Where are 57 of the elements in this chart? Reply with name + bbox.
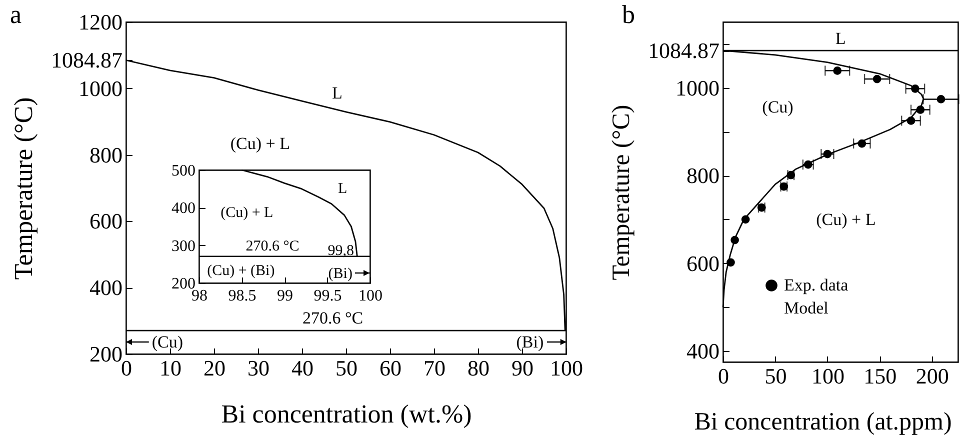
y-tick-label: 600 [90, 208, 122, 234]
y-tick-label: 400 [172, 200, 196, 218]
y-tick-label: 600 [686, 250, 720, 276]
y-tick-label: 500 [172, 162, 196, 180]
x-tick-label: 10 [160, 356, 182, 380]
y-tick-label: 800 [686, 163, 720, 188]
y-axis-title: Temperature (°C) [608, 104, 635, 280]
x-tick-label: 98 [192, 288, 208, 304]
annotation: (Cu) [762, 98, 794, 117]
x-tick-label: 99.5 [314, 288, 342, 304]
x-tick-label: 50 [764, 364, 787, 388]
x-tick-label: 70 [424, 356, 446, 380]
x-tick-label: 30 [248, 356, 270, 380]
ref-line-label: 270.6 °C [302, 308, 364, 328]
annotation: (Bi) [516, 332, 544, 352]
x-axis-title: Bi concentration (at.ppm) [694, 408, 952, 436]
x-tick-label: 150 [864, 364, 897, 388]
y-tick-label: 1084.87 [51, 48, 122, 73]
x-tick-label: 100 [811, 364, 844, 388]
x-tick-label: 200 [916, 364, 949, 388]
x-tick-label: 0 [121, 356, 132, 380]
annotation: L [332, 84, 342, 103]
legend-label: Exp. data [784, 276, 849, 294]
x-tick-label: 0 [718, 364, 729, 388]
x-tick-label: 100 [550, 356, 583, 380]
y-tick-label: 400 [90, 275, 122, 300]
ref-line-label: 270.6 °C [246, 238, 300, 254]
x-tick-label: 99 [277, 288, 293, 304]
x-tick-label: 40 [292, 356, 314, 380]
y-tick-label: 1200 [78, 10, 122, 34]
x-tick-label: 20 [204, 356, 226, 380]
chart-title: b [622, 0, 635, 29]
y-tick-label: 300 [172, 238, 196, 255]
x-tick-label: 100 [358, 288, 382, 304]
annotation: 99,8 [328, 243, 354, 260]
x-tick-label: 60 [380, 356, 402, 380]
text: Model [784, 298, 829, 318]
x-axis-title: Bi concentration (wt.%) [221, 400, 472, 428]
chart-title: a [10, 0, 22, 29]
y-axis-title: Temperature (°C) [9, 97, 38, 280]
y-tick-label: 1084.87 [648, 38, 720, 64]
y-tick-label: 800 [90, 142, 122, 168]
y-tick-label: 1000 [676, 75, 720, 100]
annotation: L [338, 181, 348, 198]
x-tick-label: 98.5 [228, 288, 256, 304]
annotation: (Cu) + L [816, 210, 876, 230]
x-tick-label: 80 [468, 356, 490, 380]
annotation: (Cu) [152, 332, 184, 352]
annotation: (Cu) + (Bi) [207, 263, 275, 280]
annotation: L [835, 29, 846, 48]
y-tick-label: 400 [686, 338, 720, 364]
x-tick-label: 90 [512, 356, 534, 380]
annotation: (Cu) + L [220, 204, 274, 221]
annotation: (Bi) [328, 266, 352, 282]
annotation: (Cu) + L [230, 134, 290, 153]
x-tick-label: 50 [336, 356, 358, 380]
y-tick-label: 1000 [78, 76, 122, 101]
